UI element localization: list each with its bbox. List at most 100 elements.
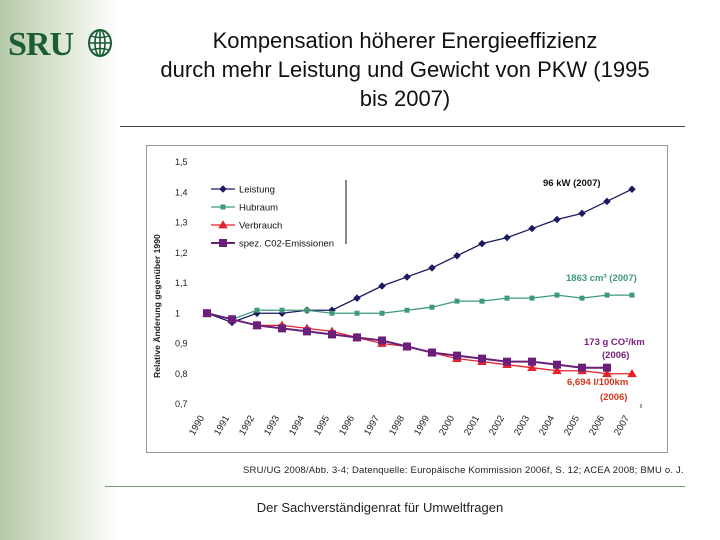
legend-swatch-marker: [219, 239, 227, 247]
data-point: [404, 307, 410, 313]
data-point: [578, 209, 586, 218]
data-point: [428, 264, 436, 272]
source-note: SRU/UG 2008/Abb. 3-4; Datenquelle: Europ…: [243, 465, 684, 476]
data-point: [354, 310, 360, 316]
legend-label: Hubraum: [239, 203, 278, 214]
data-point: [453, 252, 461, 260]
data-point: [528, 357, 536, 366]
logo: SRU: [8, 22, 116, 72]
x-tick-label: 2000: [437, 414, 457, 438]
data-point: [453, 351, 461, 360]
slide-title: Kompensation höherer Energieeffizienz du…: [125, 26, 685, 113]
data-point: [552, 365, 562, 375]
series-spez-c02-emissionen: [203, 309, 611, 372]
legend-swatch-marker: [220, 204, 226, 210]
x-tick-label: 2006: [587, 414, 607, 438]
y-tick-label: 1,1: [175, 278, 188, 288]
data-point: [504, 295, 510, 301]
y-tick-label: 0,9: [175, 339, 188, 349]
annotation-co2-line1: 173 g CO²/km: [584, 337, 645, 348]
data-point: [627, 368, 637, 378]
data-point: [478, 239, 486, 248]
x-tick-label: 2004: [537, 414, 557, 438]
y-tick-label: 1,5: [175, 157, 188, 167]
data-point: [503, 233, 511, 242]
data-point: [529, 295, 535, 301]
annotation-co2-line2: (2006): [602, 350, 629, 361]
legend-label: Verbrauch: [239, 221, 282, 232]
data-point: [554, 292, 560, 298]
line-chart: Relative Änderung gegenüber 1990 1,5 1,4 1…: [152, 157, 645, 438]
y-tick-label: 1,4: [175, 187, 188, 197]
data-point: [553, 360, 561, 369]
x-tick-label: 1991: [212, 414, 232, 438]
series-line: [206, 312, 632, 375]
data-point: [329, 310, 335, 316]
data-point: [603, 363, 611, 372]
data-point: [403, 342, 411, 351]
data-point: [378, 282, 386, 290]
x-tick-label: 1996: [337, 414, 357, 438]
data-point: [279, 307, 285, 313]
data-point: [429, 304, 435, 310]
data-point: [378, 336, 386, 345]
data-point: [454, 298, 460, 304]
x-tick-label: 1994: [287, 414, 307, 438]
data-point: [527, 362, 537, 372]
slide-title-line-2: durch mehr Leistung und Gewicht von PKW …: [160, 57, 650, 82]
slide-title-line-3: bis 2007): [359, 86, 451, 111]
legend-swatch-marker: [218, 220, 228, 229]
data-point: [602, 368, 612, 378]
data-point: [428, 348, 436, 357]
globe-icon: [88, 29, 112, 57]
x-tick-label: 1995: [312, 414, 332, 438]
data-point: [579, 295, 585, 301]
annotation-leistung: 96 kW (2007): [543, 178, 601, 189]
data-point: [578, 363, 586, 372]
sidebar-gradient: [0, 0, 120, 540]
data-point: [553, 215, 561, 224]
data-point: [604, 292, 610, 298]
x-tick-label: 1990: [187, 414, 207, 438]
x-tick-label: 2003: [512, 414, 532, 438]
data-point: [353, 294, 361, 302]
series-line: [206, 294, 632, 320]
data-point: [328, 330, 336, 339]
annotation-verbrauch-line2: (2006): [600, 392, 627, 403]
data-point: [479, 298, 485, 304]
x-tick-label: 2005: [562, 414, 582, 438]
y-tick-label: 1: [175, 308, 180, 318]
y-tick-label: 0,8: [175, 369, 188, 379]
y-tick-label: 1,2: [175, 248, 188, 258]
series-line: [206, 188, 633, 324]
data-point: [228, 315, 236, 324]
data-point: [278, 324, 286, 333]
data-point: [254, 307, 260, 313]
data-point: [628, 185, 636, 193]
data-point: [304, 307, 310, 313]
data-point: [253, 321, 261, 330]
data-point: [503, 357, 511, 366]
x-tick-label: 1998: [387, 414, 407, 438]
annotation-hubraum: 1863 cm³ (2007): [566, 273, 637, 284]
data-point: [478, 354, 486, 363]
legend-label: spez. C02-Emissionen: [239, 239, 334, 250]
x-tick-label: 1997: [362, 414, 382, 438]
data-point: [379, 310, 385, 316]
footer-text: Der Sachverständigenrat für Umweltfragen: [256, 500, 504, 515]
x-tick-label: 2001: [462, 414, 482, 438]
x-tick-label: 1999: [412, 414, 432, 438]
title-divider: [120, 126, 685, 127]
legend-swatch-marker: [219, 185, 227, 193]
x-tick-label: 1993: [262, 414, 282, 438]
data-point: [303, 327, 311, 336]
x-tick-label: 1992: [237, 414, 257, 438]
slide-title-line-1: Kompensation höherer Energieeffizienz: [212, 28, 598, 53]
series-line: [206, 312, 607, 369]
footer-divider: [105, 486, 685, 487]
series-hubraum: [204, 292, 635, 322]
data-point: [403, 273, 411, 281]
logo-text: SRU: [8, 26, 74, 63]
annotation-verbrauch-line1: 6,694 l/100km: [567, 377, 628, 388]
x-tick-label: 2007: [612, 414, 632, 438]
